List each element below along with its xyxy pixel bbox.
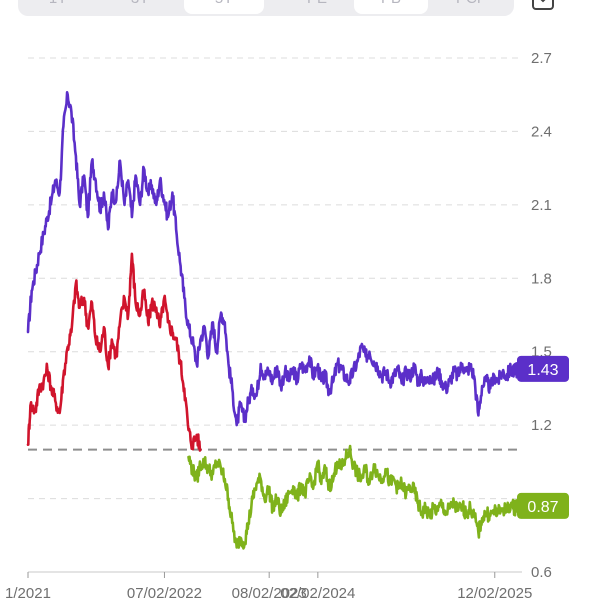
x-tick-label: 02/02/2024 bbox=[280, 585, 355, 600]
green-value-badge bbox=[517, 492, 569, 519]
x-tick-label: 12/02/2025 bbox=[457, 585, 532, 600]
purple-value-badge bbox=[517, 355, 569, 382]
y-tick-label: 2.4 bbox=[531, 123, 552, 140]
red-series-line bbox=[26, 252, 202, 452]
purple-value-badge-label: 1.43 bbox=[527, 362, 558, 379]
x-tick-label: 07/02/2022 bbox=[127, 585, 202, 600]
download-icon[interactable] bbox=[532, 0, 554, 10]
y-tick-label: 2.7 bbox=[531, 50, 552, 67]
tab-1y[interactable]: 1Y bbox=[22, 0, 94, 14]
green-series-line bbox=[187, 444, 520, 550]
x-tick-label: 08/02/2023 bbox=[232, 585, 307, 600]
y-tick-label: 1.2 bbox=[531, 417, 552, 434]
x-tick-label: 1/2021 bbox=[5, 585, 51, 600]
y-tick-label: 2.1 bbox=[531, 197, 552, 214]
tab-pe[interactable]: PE bbox=[276, 0, 358, 14]
period-tab-bar: 1Y 3Y 5Y PE PB PCF bbox=[18, 0, 514, 16]
value-badges: 1.43 0.87 bbox=[511, 355, 569, 519]
series-lines bbox=[26, 91, 520, 550]
y-tick-label: 1.8 bbox=[531, 270, 552, 287]
tab-pcf[interactable]: PCF bbox=[432, 0, 510, 14]
tab-3y[interactable]: 3Y bbox=[104, 0, 176, 14]
tab-pb[interactable]: PB bbox=[354, 0, 428, 14]
y-tick-label: 0.6 bbox=[531, 564, 552, 581]
tab-5y[interactable]: 5Y bbox=[184, 0, 264, 14]
green-value-badge-label: 0.87 bbox=[527, 499, 558, 516]
purple-series-line bbox=[26, 91, 520, 427]
